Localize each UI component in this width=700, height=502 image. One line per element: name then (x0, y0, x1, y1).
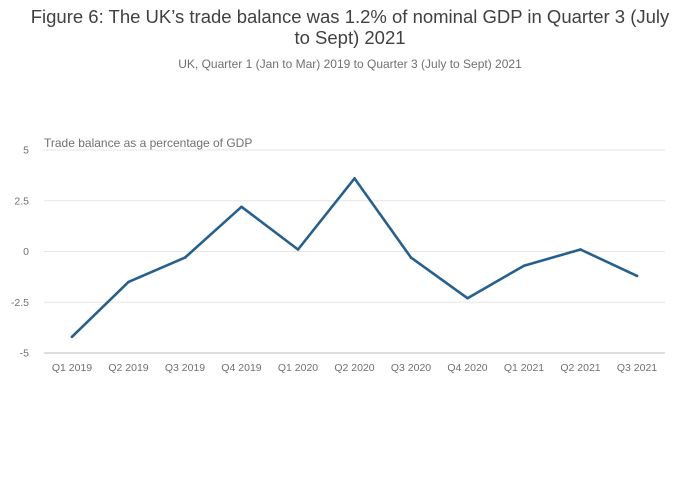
data-point (409, 256, 413, 259)
y-tick-label: 2.5 (14, 195, 29, 207)
data-point (183, 256, 187, 259)
data-point (353, 177, 356, 180)
data-point (127, 280, 130, 284)
x-tick-label: Q4 2019 (221, 362, 261, 374)
data-point (296, 248, 300, 251)
data-point (466, 296, 469, 300)
x-tick-label: Q2 2020 (334, 362, 374, 374)
y-tick-label: -5 (20, 348, 29, 360)
x-tick-label: Q1 2019 (52, 362, 92, 374)
data-point (579, 248, 582, 251)
gridlines (44, 149, 665, 303)
x-tick-label: Q1 2020 (278, 362, 318, 374)
x-tick-labels: Q1 2019 Q2 2019 Q3 2019 Q4 2019 Q1 2020 Q2 20… (52, 362, 657, 374)
x-tick-label: Q4 2020 (447, 362, 487, 374)
x-tick-label: Q2 2019 (108, 362, 148, 374)
data-point (240, 205, 243, 209)
chart-subtitle: UK, Quarter 1 (Jan to Mar) 2019 to Quart… (178, 57, 522, 71)
data-point (635, 274, 639, 278)
y-tick-labels: 5 2.5 0 -2.5 -5 (11, 145, 29, 360)
x-tick-label: Q2 2021 (560, 362, 600, 374)
x-tick-label: Q3 2019 (165, 362, 205, 374)
y-tick-label: -2.5 (11, 297, 29, 309)
x-tick-label: Q3 2021 (617, 362, 657, 374)
y-tick-label: 0 (23, 246, 29, 258)
series-line (70, 177, 639, 339)
data-point (70, 335, 74, 339)
y-tick-label: 5 (23, 145, 29, 157)
chart-title: Figure 6: The UK’s trade balance was 1.2… (30, 6, 670, 48)
y-axis-label: Trade balance as a percentage of GDP (44, 136, 252, 150)
data-point (522, 264, 526, 268)
series-layer (70, 177, 639, 339)
x-tick-label: Q3 2020 (391, 362, 431, 374)
x-tick-label: Q1 2021 (504, 362, 544, 374)
